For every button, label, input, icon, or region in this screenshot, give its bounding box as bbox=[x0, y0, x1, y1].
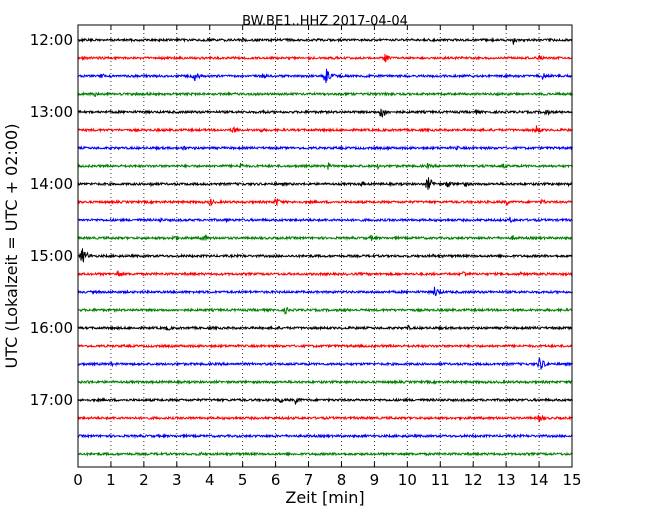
x-tick-label: 14 bbox=[530, 471, 549, 489]
x-tick-label: 13 bbox=[497, 471, 516, 489]
x-tick-label: 4 bbox=[205, 471, 215, 489]
y-tick-label: 13:00 bbox=[30, 103, 73, 121]
plot-frame bbox=[77, 24, 573, 468]
trace-row bbox=[77, 248, 573, 263]
x-tick-label: 0 bbox=[73, 471, 83, 489]
grid-lines bbox=[110, 25, 540, 467]
trace-row bbox=[77, 91, 573, 97]
trace-row bbox=[77, 306, 573, 315]
x-tick-label: 6 bbox=[271, 471, 281, 489]
trace-row bbox=[77, 177, 573, 190]
trace-row bbox=[77, 37, 573, 45]
x-tick-label: 12 bbox=[464, 471, 483, 489]
trace-row bbox=[77, 197, 573, 207]
trace-row bbox=[77, 324, 573, 332]
trace-row bbox=[78, 397, 573, 405]
x-tick-label: 7 bbox=[304, 471, 314, 489]
x-axis-label: Zeit [min] bbox=[285, 488, 364, 507]
trace-row bbox=[78, 144, 573, 152]
trace-row bbox=[77, 108, 573, 118]
y-axis-label: UTC (Lokalzeit = UTC + 02:00) bbox=[2, 124, 21, 369]
trace-row bbox=[77, 433, 573, 440]
trace-row bbox=[77, 343, 573, 349]
x-tick-label: 3 bbox=[172, 471, 182, 489]
trace-row bbox=[77, 216, 573, 224]
trace-group bbox=[77, 37, 573, 458]
x-tick-label: 1 bbox=[106, 471, 116, 489]
trace-row bbox=[77, 286, 573, 297]
y-tick-label: 14:00 bbox=[30, 175, 73, 193]
trace-row bbox=[77, 68, 573, 84]
trace-row bbox=[77, 270, 573, 277]
x-tick-label: 11 bbox=[431, 471, 450, 489]
trace-row bbox=[77, 125, 573, 134]
x-axis: 0 1 2 3 4 5 6 7 8 9 10 11 12 13 14 15 bbox=[73, 25, 582, 489]
trace-row bbox=[77, 379, 573, 385]
x-tick-label: 2 bbox=[139, 471, 149, 489]
trace-row bbox=[77, 451, 573, 458]
chart-title: BW.BE1..HHZ 2017-04-04 bbox=[242, 14, 408, 29]
y-tick-label: 12:00 bbox=[30, 31, 73, 49]
trace-row bbox=[77, 162, 573, 171]
trace-row bbox=[77, 233, 573, 242]
y-tick-label: 15:00 bbox=[30, 247, 73, 265]
trace-row bbox=[77, 53, 573, 63]
trace-row bbox=[77, 414, 573, 423]
y-axis: 12:00 13:00 14:00 15:00 16:00 17:00 bbox=[30, 31, 572, 409]
y-tick-label: 17:00 bbox=[30, 391, 73, 409]
trace-row bbox=[77, 357, 573, 370]
x-tick-label: 9 bbox=[370, 471, 380, 489]
y-tick-label: 16:00 bbox=[30, 319, 73, 337]
x-tick-label: 10 bbox=[398, 471, 417, 489]
x-tick-label: 15 bbox=[562, 471, 581, 489]
x-tick-label: 8 bbox=[337, 471, 347, 489]
x-tick-label: 5 bbox=[238, 471, 248, 489]
